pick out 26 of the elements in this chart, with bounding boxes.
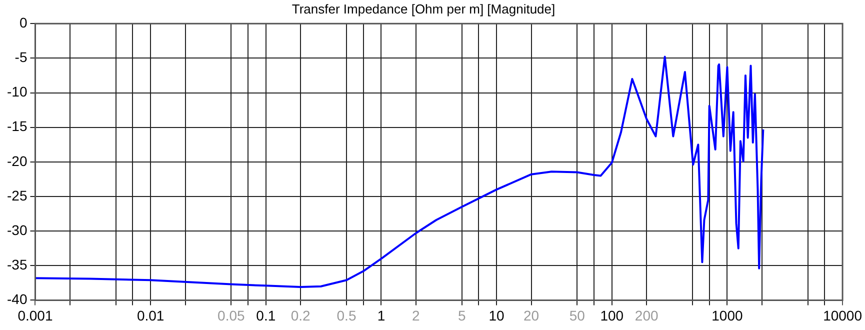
x-tick-label: 0.2 xyxy=(290,307,311,324)
chart-title: Transfer Impedance [Ohm per m] [Magnitude] xyxy=(292,1,556,16)
y-tick-label: -15 xyxy=(7,118,28,134)
x-tick-label: 50 xyxy=(569,307,586,324)
x-tick-label: 1 xyxy=(377,307,386,324)
x-tick-label: 10000 xyxy=(823,307,862,324)
y-tick-label: -10 xyxy=(7,84,28,100)
x-tick-label: 200 xyxy=(634,307,658,324)
y-tick-label: -20 xyxy=(7,152,28,169)
x-tick-label: 20 xyxy=(523,307,540,324)
x-tick-label: 1000 xyxy=(712,307,743,324)
y-tick-label: -30 xyxy=(7,222,28,238)
x-tick-label: 0.05 xyxy=(218,307,246,324)
y-tick-label: -40 xyxy=(7,291,28,308)
y-tick-label: 0 xyxy=(19,14,28,30)
x-tick-label: 2 xyxy=(412,307,420,324)
x-tick-label: 0.1 xyxy=(256,307,276,324)
y-tick-label: -25 xyxy=(7,187,28,204)
x-tick-label: 100 xyxy=(600,307,624,324)
y-tick-label: -35 xyxy=(7,256,28,272)
x-tick-label: 10 xyxy=(488,307,505,324)
x-tick-label: 0.01 xyxy=(136,307,164,324)
x-tick-label: 0.5 xyxy=(336,307,356,324)
x-tick-label: 5 xyxy=(458,307,466,324)
x-tick-label: 0.001 xyxy=(18,307,53,324)
y-tick-label: -5 xyxy=(14,49,28,66)
